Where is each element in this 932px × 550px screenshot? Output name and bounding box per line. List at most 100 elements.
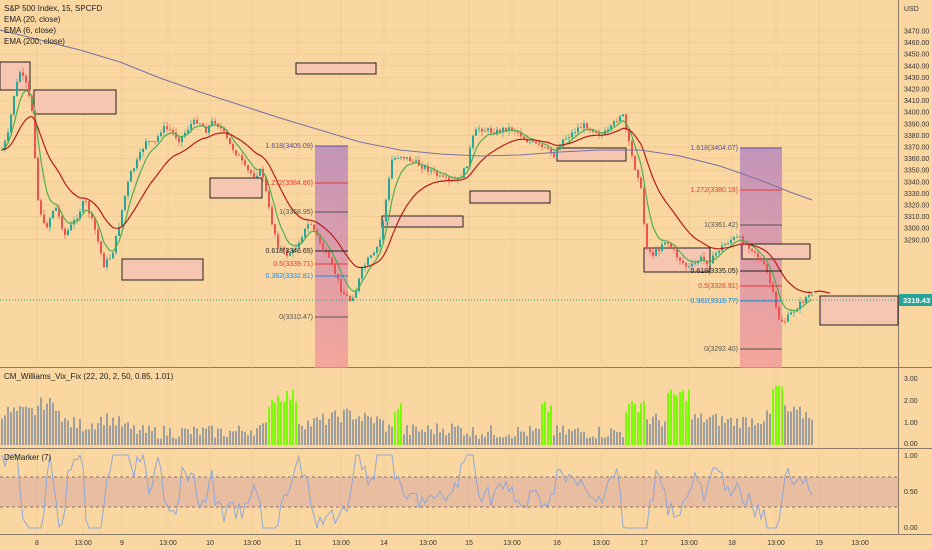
candle-body[interactable] xyxy=(622,114,624,117)
candle-body[interactable] xyxy=(160,132,162,137)
candle-body[interactable] xyxy=(304,228,306,238)
candle-body[interactable] xyxy=(499,129,501,133)
candle-body[interactable] xyxy=(445,176,447,178)
candle-body[interactable] xyxy=(328,252,330,258)
candle-body[interactable] xyxy=(247,165,249,171)
candle-body[interactable] xyxy=(274,224,276,235)
candle-body[interactable] xyxy=(193,119,195,125)
candle-body[interactable] xyxy=(427,165,429,172)
candle-body[interactable] xyxy=(718,250,720,254)
candle-body[interactable] xyxy=(1,149,3,151)
candle-body[interactable] xyxy=(88,201,90,214)
candle-body[interactable] xyxy=(541,144,543,148)
candle-body[interactable] xyxy=(412,161,414,163)
candle-body[interactable] xyxy=(133,168,135,171)
candle-body[interactable] xyxy=(685,263,687,267)
candle-body[interactable] xyxy=(769,272,771,284)
candle-body[interactable] xyxy=(514,130,516,132)
candle-body[interactable] xyxy=(553,153,555,158)
candle-body[interactable] xyxy=(502,127,504,133)
candle-body[interactable] xyxy=(463,168,465,178)
candle-body[interactable] xyxy=(712,255,714,264)
candle-body[interactable] xyxy=(526,139,528,143)
candle-body[interactable] xyxy=(493,132,495,135)
candle-body[interactable] xyxy=(652,251,654,256)
candle-body[interactable] xyxy=(355,291,357,298)
candle-body[interactable] xyxy=(112,252,114,259)
candle-body[interactable] xyxy=(727,243,729,245)
candle-body[interactable] xyxy=(94,218,96,230)
candle-body[interactable] xyxy=(37,157,39,201)
candle-body[interactable] xyxy=(778,307,780,320)
candle-body[interactable] xyxy=(667,242,669,244)
candle-body[interactable] xyxy=(226,131,228,138)
ema-200-line[interactable] xyxy=(0,29,813,201)
candle-body[interactable] xyxy=(772,283,774,292)
candle-body[interactable] xyxy=(628,130,630,142)
candle-body[interactable] xyxy=(613,121,615,126)
candle-body[interactable] xyxy=(634,155,636,170)
candle-body[interactable] xyxy=(31,95,33,112)
candle-body[interactable] xyxy=(25,75,27,83)
candle-body[interactable] xyxy=(664,242,666,245)
candle-body[interactable] xyxy=(490,128,492,133)
candle-body[interactable] xyxy=(139,152,141,160)
candle-body[interactable] xyxy=(238,154,240,156)
ema-20-line-tail[interactable] xyxy=(813,290,831,294)
candle-body[interactable] xyxy=(484,130,486,132)
candle-body[interactable] xyxy=(253,173,255,178)
candle-body[interactable] xyxy=(448,177,450,181)
candle-body[interactable] xyxy=(682,260,684,264)
candle-body[interactable] xyxy=(46,223,48,228)
candle-body[interactable] xyxy=(544,147,546,148)
candle-body[interactable] xyxy=(586,123,588,129)
candle-body[interactable] xyxy=(181,136,183,142)
candle-body[interactable] xyxy=(532,141,534,143)
candle-body[interactable] xyxy=(643,188,645,224)
zone-box[interactable] xyxy=(469,190,551,204)
candle-body[interactable] xyxy=(241,155,243,161)
candle-body[interactable] xyxy=(568,137,570,139)
candle-body[interactable] xyxy=(76,218,78,221)
candle-body[interactable] xyxy=(688,266,690,268)
candle-body[interactable] xyxy=(97,229,99,242)
candle-body[interactable] xyxy=(649,249,651,252)
candle-body[interactable] xyxy=(331,257,333,264)
candle-body[interactable] xyxy=(694,263,696,265)
candle-body[interactable] xyxy=(202,123,204,127)
vix-title[interactable]: CM_Williams_Vix_Fix (22, 20, 2, 50, 0.85… xyxy=(4,372,174,381)
candle-body[interactable] xyxy=(403,156,405,159)
candle-body[interactable] xyxy=(421,165,423,169)
candle-body[interactable] xyxy=(517,131,519,133)
candle-body[interactable] xyxy=(466,166,468,169)
candle-body[interactable] xyxy=(781,319,783,322)
candle-body[interactable] xyxy=(430,170,432,172)
candle-body[interactable] xyxy=(127,181,129,196)
candle-body[interactable] xyxy=(748,243,750,249)
candle-body[interactable] xyxy=(370,255,372,258)
symbol-title[interactable]: S&P 500 Index, 15, SPCFD xyxy=(4,4,102,13)
candle-body[interactable] xyxy=(469,147,471,167)
candle-body[interactable] xyxy=(736,236,738,238)
candle-body[interactable] xyxy=(361,267,363,279)
candle-body[interactable] xyxy=(715,253,717,256)
candle-body[interactable] xyxy=(793,311,795,313)
candle-body[interactable] xyxy=(529,141,531,143)
candle-body[interactable] xyxy=(481,128,483,132)
time-scale[interactable] xyxy=(0,534,932,550)
candle-body[interactable] xyxy=(808,295,810,298)
zone-box[interactable] xyxy=(295,62,377,75)
candle-body[interactable] xyxy=(616,121,618,122)
candle-body[interactable] xyxy=(523,136,525,140)
candle-body[interactable] xyxy=(406,157,408,159)
candle-body[interactable] xyxy=(535,141,537,144)
candle-body[interactable] xyxy=(289,253,291,256)
candle-body[interactable] xyxy=(442,175,444,177)
candle-body[interactable] xyxy=(295,247,297,249)
candle-body[interactable] xyxy=(34,111,36,158)
candle-body[interactable] xyxy=(310,224,312,226)
candle-body[interactable] xyxy=(571,132,573,138)
candle-body[interactable] xyxy=(763,260,765,265)
candle-body[interactable] xyxy=(802,301,804,303)
candle-body[interactable] xyxy=(766,264,768,273)
